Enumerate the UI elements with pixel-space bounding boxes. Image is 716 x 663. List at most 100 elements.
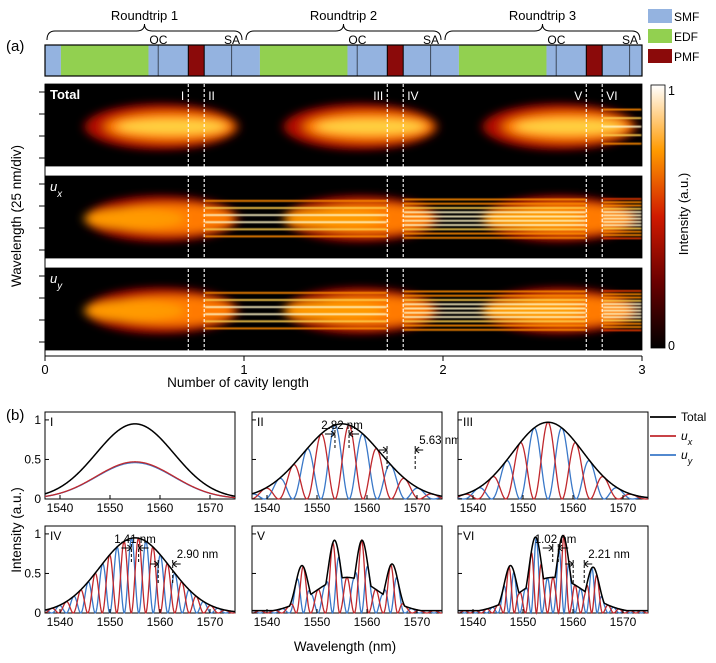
heatmap-fringe bbox=[602, 197, 642, 200]
spectrum-panel-III: III 1540 1550 1560 1570 bbox=[457, 411, 649, 515]
spectrum-panel-VI: VI 1540 1550 1560 1570 1.02 nm 2.21 nm bbox=[457, 525, 649, 629]
spectrum-panel-label: II bbox=[257, 415, 264, 429]
heatmap-fringe bbox=[602, 289, 642, 292]
heatmap-fringe bbox=[602, 234, 642, 237]
heatmap-fringe bbox=[602, 299, 642, 302]
legend-label: ux bbox=[681, 429, 693, 447]
roundtrip-brace bbox=[245, 23, 442, 41]
annotation-arrow bbox=[324, 430, 360, 438]
spectrum-panel-IV: IV 1540 1550 1560 1570 0 0.5 1 1.41 nm 2.90 nm bbox=[24, 525, 236, 629]
annotation-small-spacing: 2.82 nm bbox=[321, 420, 363, 432]
heatmap-fringe bbox=[602, 230, 642, 233]
smf-segment bbox=[148, 45, 159, 76]
legend-label-pmf: PMF bbox=[674, 50, 699, 64]
heatmap-blobs bbox=[84, 287, 637, 334]
heatmap-fringe bbox=[403, 307, 587, 310]
heatmap-fringe bbox=[403, 328, 587, 331]
heatmap-fringes bbox=[204, 197, 642, 240]
x-tick-label: 1540 bbox=[254, 501, 281, 515]
roundtrip-label: Roundtrip 3 bbox=[509, 8, 576, 23]
heatmap-fringe bbox=[403, 198, 587, 201]
pmf-segment bbox=[586, 45, 603, 76]
smf-segment bbox=[403, 45, 432, 76]
series-total bbox=[44, 537, 236, 613]
heatmap-fringe bbox=[602, 329, 642, 332]
heatmap-blob-peak bbox=[514, 119, 625, 135]
legend-label-smf: SMF bbox=[674, 10, 699, 24]
spectrum-panel-II: II 1540 1550 1560 1570 2.82 nm 5.63 nm bbox=[251, 411, 461, 515]
legend-label-edf: EDF bbox=[674, 30, 698, 44]
series-uy bbox=[251, 424, 443, 500]
y-tick-label: 0 bbox=[34, 606, 41, 620]
heatmap-fringe bbox=[403, 219, 587, 222]
heatmap-fringe bbox=[403, 228, 587, 231]
heatmap-fringe bbox=[204, 235, 388, 238]
heatmap-x-tick-label: 1 bbox=[240, 362, 247, 377]
spectrum-panel-label: III bbox=[463, 415, 473, 429]
heatmap-fringe bbox=[602, 220, 642, 223]
heatmap-fringe bbox=[403, 303, 587, 306]
heatmap-total bbox=[45, 84, 642, 166]
heatmap-fringe bbox=[602, 207, 642, 210]
heatmap-fringe bbox=[403, 215, 587, 218]
heatmap-blob-peak bbox=[84, 300, 185, 321]
heatmap-blob-peak bbox=[283, 300, 384, 321]
heatmap-fringe bbox=[403, 324, 587, 327]
heatmap-fringe bbox=[602, 117, 642, 120]
legend-swatch-smf bbox=[648, 9, 672, 23]
y-tick-label: 0.5 bbox=[24, 566, 41, 580]
colorbar-label: Intensity (a.u.) bbox=[676, 173, 691, 255]
x-tick-label: 1540 bbox=[47, 615, 74, 629]
x-tick-label: 1540 bbox=[47, 501, 74, 515]
heatmap-fringe bbox=[204, 214, 388, 217]
heatmap-fringes bbox=[602, 108, 642, 145]
smf-segment bbox=[244, 45, 260, 76]
spectrum-frame bbox=[457, 525, 649, 614]
y-tick-label: 0 bbox=[34, 492, 41, 506]
pmf-segment bbox=[387, 45, 404, 76]
heatmap-fringe bbox=[403, 290, 587, 293]
roundtrip-labels: Roundtrip 1 Roundtrip 2 Roundtrip 3 bbox=[46, 8, 641, 41]
x-tick-label: 1550 bbox=[97, 615, 124, 629]
x-tick-label: 1560 bbox=[147, 501, 174, 515]
component-label: OC bbox=[348, 33, 366, 47]
smf-segment bbox=[347, 45, 358, 76]
heatmap-fringe bbox=[602, 296, 642, 299]
heatmap-fringe bbox=[204, 313, 388, 316]
series-total bbox=[458, 534, 648, 612]
heatmap-fringe bbox=[204, 199, 388, 202]
spectra-panels: I 1540 1550 1560 1570 0 0.5 1 II 1540 1550 1560 1570… bbox=[24, 411, 649, 629]
heatmap-fringe bbox=[602, 237, 642, 240]
spectrum-panel-label: VI bbox=[463, 529, 474, 543]
heatmap-title: Total bbox=[50, 87, 80, 102]
heatmap-fringe bbox=[602, 201, 642, 204]
heatmap-fringe bbox=[602, 326, 642, 329]
smf-segment bbox=[630, 45, 642, 76]
x-tick-label: 1570 bbox=[197, 615, 224, 629]
series-uy bbox=[251, 556, 443, 615]
heatmap-blob-peak bbox=[482, 208, 583, 229]
heatmap-fringe bbox=[204, 228, 388, 231]
heatmap-fringe bbox=[403, 232, 587, 235]
heatmap-fringe bbox=[602, 134, 642, 137]
x-tick-label: 1550 bbox=[304, 615, 331, 629]
colorbar-max-label: 1 bbox=[668, 84, 675, 98]
series-total bbox=[44, 423, 236, 497]
heatmap-blobs bbox=[84, 103, 637, 150]
section-marker-label: IV bbox=[407, 89, 418, 103]
heatmap-fringe bbox=[403, 236, 587, 239]
heatmap-fringe bbox=[602, 306, 642, 309]
x-tick-label: 1540 bbox=[254, 615, 281, 629]
heatmap-blobs bbox=[84, 195, 637, 242]
heatmap-y-label: Wavelength (25 nm/div) bbox=[9, 145, 24, 287]
heatmap-fringe bbox=[602, 227, 642, 230]
annotation-arrow bbox=[379, 446, 424, 454]
smf-segment bbox=[357, 45, 388, 76]
x-tick-label: 1550 bbox=[510, 615, 537, 629]
heatmap-fringe bbox=[204, 221, 388, 224]
heatmap-ux bbox=[45, 176, 642, 258]
spectrum-panel-I: I 1540 1550 1560 1570 0 0.5 1 bbox=[24, 411, 236, 515]
